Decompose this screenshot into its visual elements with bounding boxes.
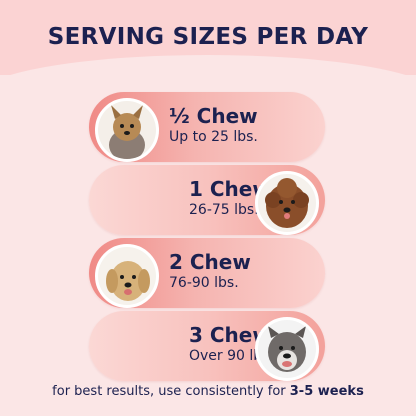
footer-duration: 3-5 weeks	[289, 384, 364, 399]
page-title: SERVING SIZES PER DAY	[47, 24, 369, 50]
weight-label: Up to 25 lbs.	[169, 129, 258, 145]
doodle-dog-photo	[255, 171, 319, 235]
pit-bull-photo	[255, 317, 319, 381]
serving-row-2-chew: 2 Chew 76-90 lbs.	[89, 238, 325, 308]
weight-label: 26-75 lbs.	[189, 202, 259, 218]
portion-label: 2 Chew	[169, 250, 251, 274]
serving-row-3-chew: 3 Chew Over 90 lbs.	[89, 311, 325, 381]
yorkshire-terrier-photo	[95, 98, 159, 162]
header-band	[0, 0, 416, 95]
weight-label: Over 90 lbs.	[189, 348, 274, 364]
footer-note: for best results, use consistently for 3…	[0, 384, 416, 399]
footer-text: for best results, use consistently for	[52, 384, 290, 399]
portion-label: ½ Chew	[169, 104, 258, 128]
serving-row-1-chew: 1 Chew 26-75 lbs.	[89, 165, 325, 235]
weight-label: 76-90 lbs.	[169, 275, 239, 291]
serving-row-half-chew: ½ Chew Up to 25 lbs.	[89, 92, 325, 162]
golden-retriever-photo	[95, 244, 159, 308]
